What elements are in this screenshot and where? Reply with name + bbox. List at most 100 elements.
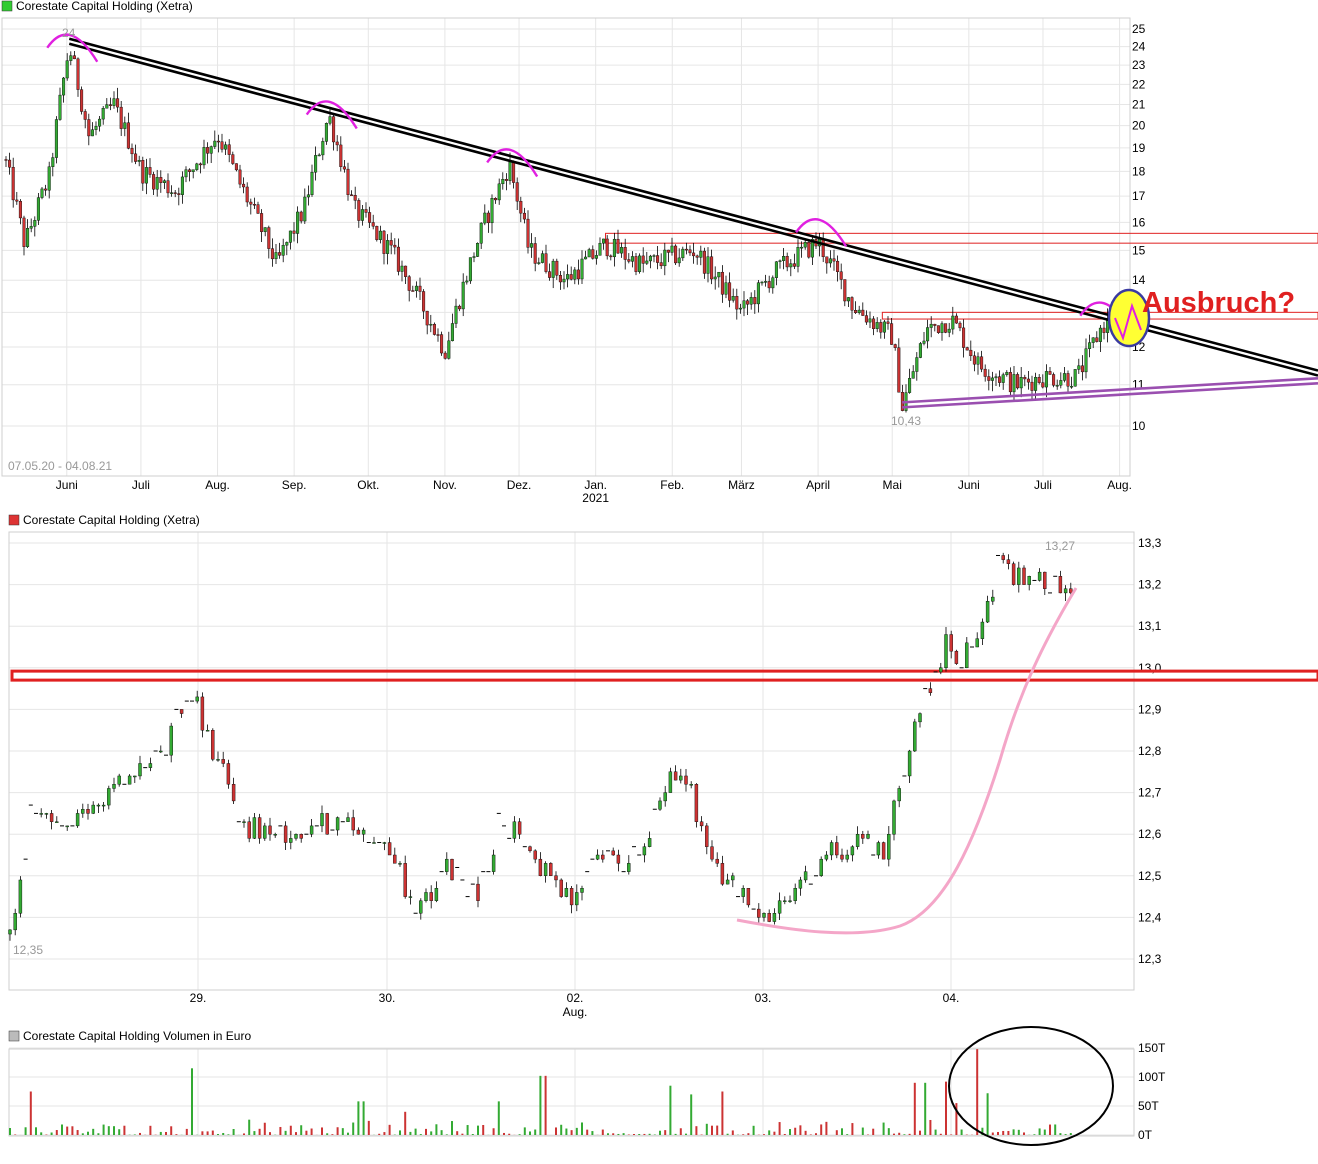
middle-candle-body — [855, 834, 860, 847]
volume-bar — [336, 1127, 339, 1135]
middle-candle-body — [200, 696, 205, 731]
top-candle-body — [112, 98, 116, 106]
top-candle-body — [749, 297, 753, 305]
middle-candle-body — [356, 829, 361, 835]
middle-candle-body — [1037, 571, 1042, 581]
top-y-tick-label: 19 — [1132, 141, 1146, 155]
middle-candle-body — [658, 800, 662, 810]
volume-grid — [9, 1047, 1134, 1136]
top-candle-body — [983, 368, 987, 377]
top-date-range: 07.05.20 - 04.08.21 — [8, 459, 112, 473]
top-candle-body — [206, 147, 210, 154]
middle-candle-body — [887, 834, 891, 860]
middle-candle-body — [1001, 555, 1005, 560]
breakout-label: Ausbruch? — [1142, 287, 1295, 319]
top-candle-body — [1037, 377, 1041, 383]
top-candle-body — [843, 279, 847, 302]
top-candle-body — [666, 249, 670, 253]
top-candle-body — [15, 199, 19, 202]
top-candle-body — [717, 271, 721, 278]
top-candle-body — [850, 297, 854, 311]
volume-bar — [1023, 1132, 1025, 1135]
top-candle-body — [778, 260, 782, 262]
middle-candle-body — [616, 854, 621, 864]
middle-candle-body — [569, 888, 574, 906]
middle-candle-body — [382, 842, 387, 844]
middle-candle-body — [861, 834, 865, 839]
top-candle-body — [281, 244, 285, 256]
top-candle-body — [785, 256, 789, 268]
top-candle-body — [911, 371, 915, 379]
volume-legend-label: Corestate Capital Holding Volumen in Eur… — [23, 1029, 251, 1043]
middle-candle-body — [679, 775, 683, 781]
top-candle-body — [191, 169, 195, 172]
volume-bar — [763, 1134, 765, 1135]
top-candle-body — [764, 281, 768, 283]
top-candle-body — [839, 271, 843, 280]
top-candle-body — [134, 153, 138, 162]
middle-resistance-band — [10, 669, 1318, 682]
top-candle-body — [80, 89, 84, 112]
middle-candle-body — [876, 842, 881, 856]
top-candle-body — [447, 340, 451, 359]
middle-candle-body — [595, 854, 600, 860]
middle-candle-body — [803, 871, 808, 881]
middle-candle-body — [205, 730, 210, 732]
volume-bar — [92, 1128, 95, 1135]
volume-bar — [305, 1130, 308, 1135]
top-candle-body — [105, 104, 109, 109]
volume-bar — [295, 1132, 297, 1135]
volume-bar — [955, 1103, 958, 1135]
top-candle-body — [980, 356, 984, 370]
middle-candle-body — [445, 858, 449, 872]
top-candle-body — [375, 225, 379, 240]
volume-bar — [419, 1134, 422, 1135]
middle-candle-body — [112, 784, 116, 789]
top-candle-body — [90, 129, 94, 137]
middle-candle-body — [86, 809, 90, 814]
volume-bar — [721, 1091, 724, 1135]
middle-candle-body — [320, 813, 324, 827]
top-candle-body — [1012, 374, 1016, 393]
volume-bar — [383, 1132, 386, 1135]
volume-bar — [201, 1131, 204, 1135]
top-candle-body — [411, 290, 415, 292]
middle-candle-body — [897, 788, 901, 802]
middle-candle-body — [252, 817, 257, 839]
top-y-tick-label: 10 — [1132, 419, 1146, 433]
volume-bar — [185, 1128, 188, 1135]
top-candle-body — [116, 98, 120, 108]
volume-bar — [835, 1130, 838, 1135]
volume-bar — [976, 1049, 979, 1135]
middle-candle-body — [580, 888, 584, 893]
top-candle-body — [260, 213, 264, 232]
top-candle-body — [472, 256, 476, 258]
top-candle-body — [828, 258, 832, 264]
middle-candle-body — [954, 650, 959, 664]
middle-candle-body — [13, 913, 17, 931]
volume-bar — [170, 1126, 173, 1135]
volume-bar — [206, 1131, 209, 1135]
middle-candle-body — [450, 858, 454, 881]
middle-candle-body — [195, 696, 199, 702]
middle-candle-body — [725, 879, 730, 885]
top-x-tick-label: Okt. — [357, 478, 379, 492]
top-candle-body — [69, 55, 73, 61]
volume-bar — [586, 1129, 589, 1135]
top-resistance-band — [605, 232, 1318, 244]
top-candle-body — [990, 377, 994, 381]
middle-candle-body — [564, 888, 569, 897]
top-x-tick-label: Jan. — [584, 478, 607, 492]
volume-bar — [118, 1129, 121, 1135]
top-candle-body — [396, 246, 400, 272]
top-candle-body — [252, 204, 256, 206]
top-candle-body — [677, 257, 681, 264]
middle-candle-body — [1017, 567, 1021, 585]
top-candle-body — [872, 318, 876, 329]
top-candle-body — [724, 282, 728, 295]
volume-bar — [570, 1130, 573, 1135]
top-candle-body — [864, 315, 868, 323]
volume-panel: Corestate Capital Holding Volumen in Eur… — [8, 1026, 1166, 1146]
top-candle-body — [1077, 365, 1081, 370]
volume-bar — [674, 1133, 677, 1135]
